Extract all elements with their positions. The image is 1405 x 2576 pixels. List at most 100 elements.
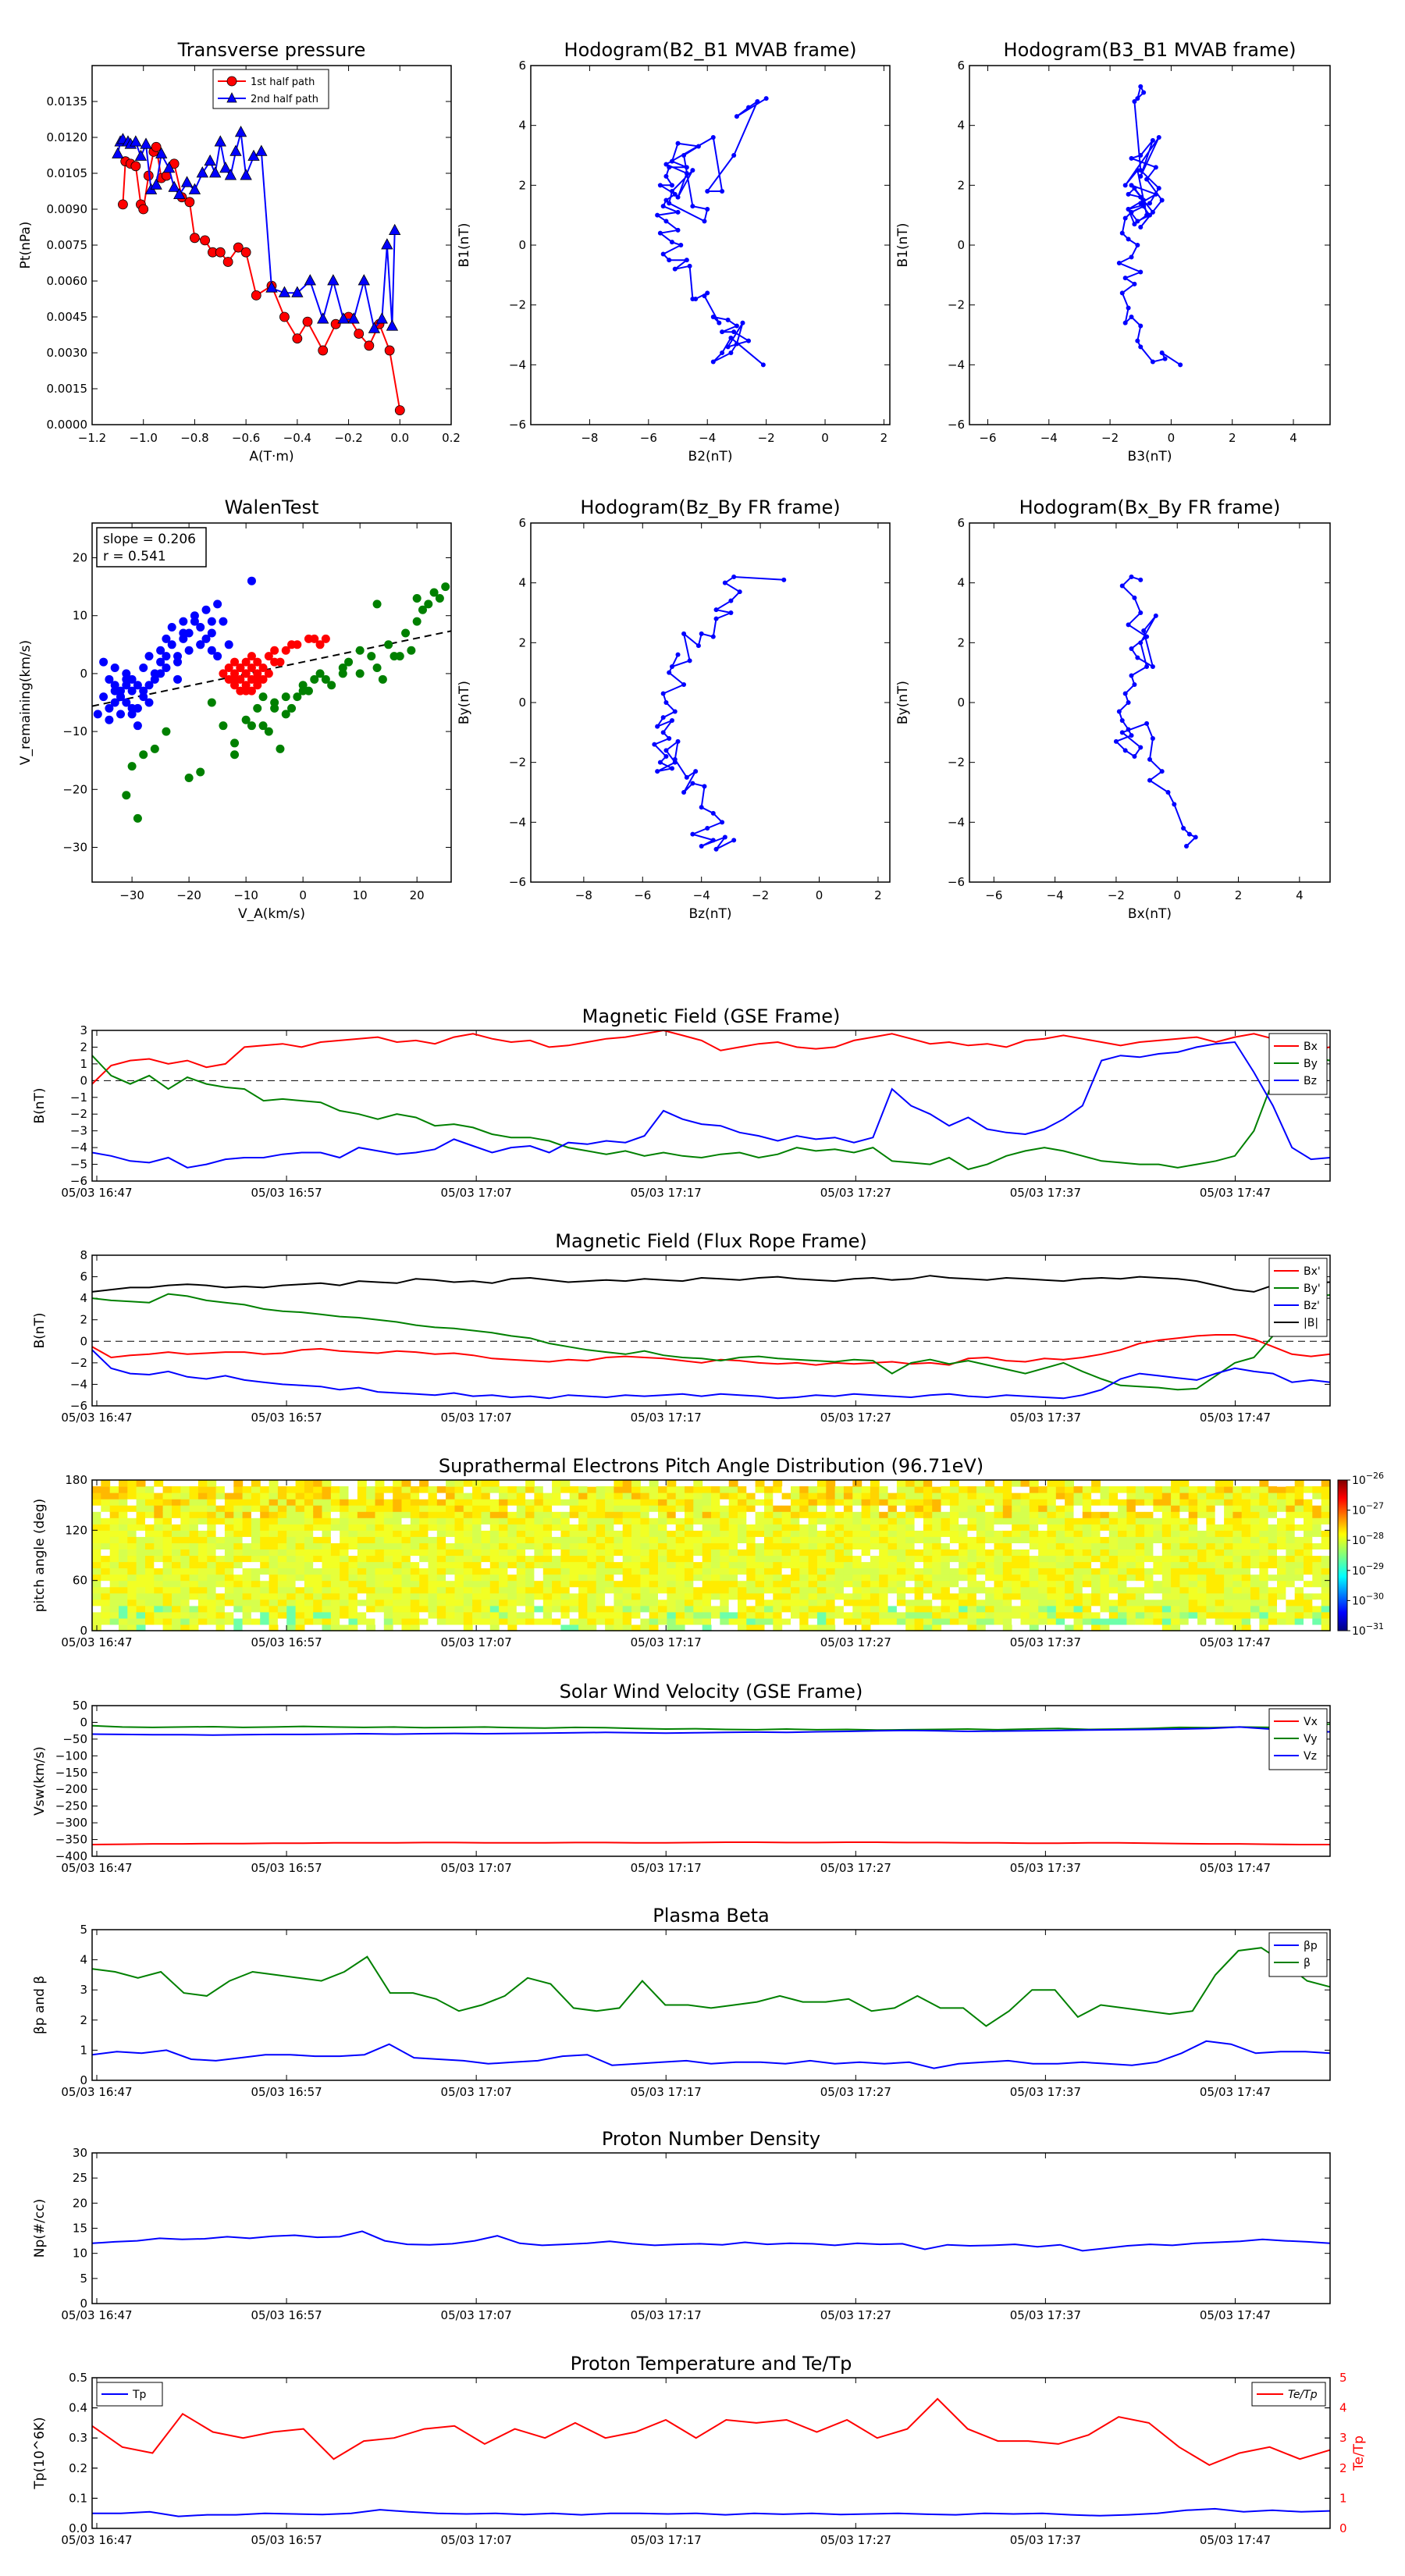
heatmap-cell [1020,1605,1030,1613]
heatmap-cell [101,1567,111,1575]
heatmap-cell [1277,1511,1286,1518]
heatmap-cell [1065,1530,1074,1537]
heatmap-cell [738,1580,747,1588]
heatmap-cell [357,1549,367,1557]
data-point [364,340,375,351]
heatmap-cell [286,1493,297,1500]
heatmap-cell [967,1617,977,1625]
heatmap-cell [286,1624,297,1631]
heatmap-cell [614,1580,624,1588]
heatmap-cell [233,1517,244,1525]
heatmap-cell [1126,1524,1136,1531]
heatmap-cell [569,1617,579,1625]
heatmap-cell [1161,1536,1172,1543]
heatmap-cell [622,1536,632,1543]
heatmap-cell [295,1549,305,1557]
heatmap-cell [172,1611,181,1619]
heatmap-cell [242,1605,252,1613]
data-point [1138,201,1144,206]
heatmap-cell [1020,1555,1030,1563]
data-point [179,628,188,638]
data-point [162,634,171,643]
x-tick-label: −8 [581,431,598,445]
heatmap-cell [1250,1499,1260,1506]
heatmap-cell [1047,1574,1057,1582]
heatmap-cell [481,1486,491,1493]
data-point [1138,225,1144,229]
x-tick-label: 05/03 17:47 [1200,1635,1271,1649]
heatmap-cell [436,1561,446,1569]
heatmap-cell [419,1486,429,1493]
heatmap-cell [1047,1486,1057,1493]
x-tick-label: 05/03 17:47 [1200,2308,1271,2322]
heatmap-cell [189,1561,199,1569]
heatmap-cell [826,1499,836,1506]
heatmap-cell [1294,1499,1304,1506]
x-tick-label: 05/03 17:27 [820,1411,891,1425]
x-tick-label: 0 [1173,888,1181,902]
heatmap-cell [286,1511,297,1518]
heatmap-cell [197,1511,208,1518]
heatmap-cell [1277,1561,1286,1569]
heatmap-cell [852,1517,863,1525]
heatmap-cell [1188,1517,1198,1525]
heatmap-cell [101,1530,111,1537]
heatmap-cell [1277,1536,1286,1543]
heatmap-cell [446,1480,455,1487]
heatmap-cell [295,1555,305,1563]
heatmap-cell [826,1592,836,1600]
y-tick-label: 6 [957,516,965,530]
heatmap-cell [1118,1499,1127,1506]
heatmap-cell [826,1605,836,1613]
y-tick-label: 6 [518,59,526,73]
heatmap-cell [631,1592,641,1600]
chart-h1: Hodogram(B2_B1 MVAB frame)−8 −6 −4 −2 0 2−6−4… [457,39,891,464]
heatmap-cell [976,1611,986,1619]
chart-title: Plasma Beta [653,1905,769,1927]
heatmap-cell [1135,1530,1145,1537]
heatmap-cell [207,1511,217,1518]
heatmap-cell [109,1542,119,1550]
heatmap-cell [1144,1505,1154,1512]
heatmap-cell [1073,1486,1083,1493]
heatmap-cell [1161,1493,1172,1500]
heatmap-cell [605,1517,614,1525]
heatmap-cell [348,1536,358,1543]
heatmap-cell [428,1567,438,1575]
heatmap-cell [976,1486,986,1493]
heatmap-cell [791,1574,800,1582]
heatmap-cell [569,1599,579,1606]
plot-frame [969,522,1331,883]
heatmap-cell [401,1574,411,1582]
heatmap-cell [366,1542,376,1550]
y-tick-label: 60 [73,1574,87,1588]
heatmap-cell [1232,1530,1243,1537]
heatmap-cell [269,1517,279,1525]
heatmap-cell [534,1549,544,1557]
heatmap-cell [799,1592,809,1600]
heatmap-cell [941,1486,951,1493]
heatmap-cell [816,1486,827,1493]
heatmap-cell [101,1605,111,1613]
heatmap-cell [1038,1586,1048,1594]
heatmap-cell [622,1567,632,1575]
heatmap-cell [516,1517,526,1525]
heatmap-cell [852,1555,863,1563]
heatmap-cell [738,1567,747,1575]
heatmap-cell [649,1617,659,1625]
x-tick-label: 05/03 16:57 [251,1861,322,1875]
heatmap-cell [587,1549,597,1557]
heatmap-cell [994,1599,1004,1606]
heatmap-cell [702,1617,712,1625]
heatmap-cell [542,1574,553,1582]
heatmap-cell [1091,1517,1101,1525]
heatmap-cell [1100,1499,1110,1506]
heatmap-cell [1286,1499,1296,1506]
data-point [230,657,240,667]
heatmap-cell [755,1549,765,1557]
data-point [684,171,689,176]
heatmap-cell [1153,1486,1163,1493]
heatmap-cell [1294,1542,1304,1550]
heatmap-cell [1020,1617,1030,1625]
data-point [655,212,660,218]
